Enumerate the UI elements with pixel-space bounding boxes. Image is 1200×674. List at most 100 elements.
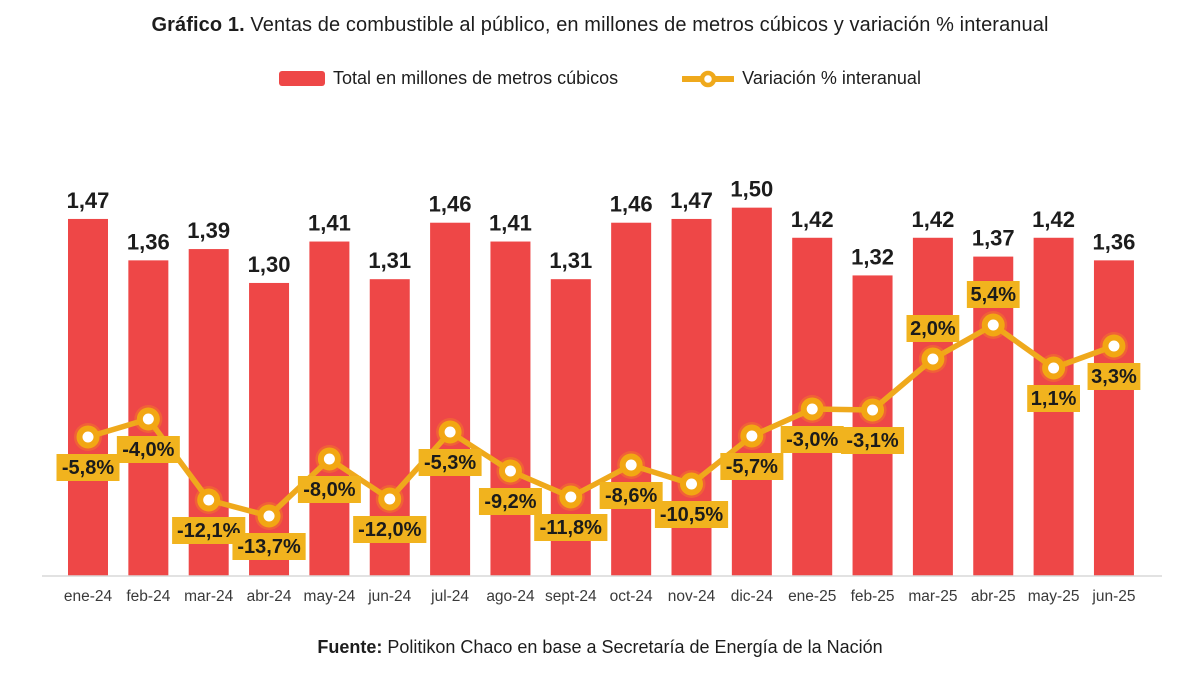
x-axis-label: ene-24 — [64, 588, 113, 605]
x-axis-label: feb-24 — [126, 588, 170, 605]
variation-badge-label: -3,1% — [846, 430, 898, 452]
variation-badge-label: -12,1% — [177, 520, 241, 542]
x-axis-label: jun-24 — [367, 588, 411, 605]
variation-badge-label: 2,0% — [910, 318, 956, 340]
variation-marker — [740, 424, 764, 448]
source-note: Fuente: Politikon Chaco en base a Secret… — [0, 637, 1200, 658]
variation-badge — [418, 449, 482, 476]
variation-badge — [841, 427, 905, 454]
line-series-icon — [682, 70, 735, 87]
x-axis-label: ago-24 — [486, 588, 535, 605]
variation-badge-label: -12,0% — [358, 519, 422, 541]
x-axis-label: ene-25 — [788, 588, 836, 605]
variation-marker — [317, 447, 341, 471]
variation-marker — [981, 313, 1005, 337]
variation-badge-label: -8,0% — [303, 479, 355, 501]
legend-item-line: Variación % interanual — [682, 68, 921, 89]
bar-value-label: 1,39 — [187, 218, 230, 243]
x-axis-label: nov-24 — [668, 588, 716, 605]
bar-value-label: 1,41 — [489, 211, 532, 236]
variation-badge-label: 1,1% — [1031, 388, 1077, 410]
bar — [1093, 260, 1134, 576]
variation-badge-label: -5,3% — [424, 452, 476, 474]
variation-badge — [116, 436, 180, 463]
bar-value-label: 1,36 — [127, 229, 170, 254]
variation-marker — [921, 347, 945, 371]
variation-badge — [478, 488, 542, 515]
x-axis-label: abr-25 — [971, 588, 1016, 605]
bar — [309, 241, 350, 576]
variation-marker — [1042, 356, 1066, 380]
bar-value-label: 1,47 — [67, 188, 110, 213]
variation-marker — [619, 453, 643, 477]
variation-marker — [257, 504, 281, 528]
variation-badge-label: -3,0% — [786, 429, 838, 451]
bar-value-label: 1,41 — [308, 211, 351, 236]
variation-badge — [654, 501, 729, 528]
bar-value-label: 1,31 — [368, 248, 411, 273]
source-label: Fuente: — [317, 637, 383, 657]
bar-value-label: 1,46 — [429, 192, 472, 217]
bar — [68, 218, 108, 576]
variation-badge — [534, 514, 608, 541]
variation-badge — [353, 516, 427, 543]
variation-badge-label: -5,7% — [726, 456, 778, 478]
bar — [973, 256, 1014, 576]
bar-value-label: 1,36 — [1093, 229, 1136, 254]
x-axis-label: feb-25 — [851, 588, 895, 605]
bar — [912, 237, 953, 576]
variation-marker — [1102, 334, 1126, 358]
bar — [490, 241, 531, 576]
variation-badge-label: -11,8% — [540, 517, 602, 539]
x-axis-label: abr-24 — [247, 588, 292, 605]
bar-value-label: 1,37 — [972, 226, 1015, 251]
x-axis-label: jul-24 — [430, 588, 469, 605]
legend: Total en millones de metros cúbicos Vari… — [0, 68, 1200, 89]
x-axis-label: may-24 — [304, 588, 356, 605]
bar-series-swatch — [279, 71, 326, 86]
variation-badge — [780, 426, 844, 453]
legend-item-bars: Total en millones de metros cúbicos — [279, 68, 618, 89]
variation-marker — [800, 397, 824, 421]
bar-value-label: 1,42 — [911, 207, 954, 232]
variation-badge-label: -9,2% — [484, 491, 536, 513]
bar-value-label: 1,42 — [1032, 207, 1075, 232]
bar-series-label: Total en millones de metros cúbicos — [333, 68, 619, 88]
variation-badge — [1027, 385, 1080, 412]
bar-value-label: 1,46 — [610, 192, 653, 217]
variation-marker — [680, 472, 703, 496]
bar — [731, 207, 772, 576]
bar — [249, 282, 290, 576]
variation-badge — [966, 281, 1020, 308]
variation-marker — [197, 488, 221, 512]
variation-badge — [232, 533, 306, 560]
x-axis-label: may-25 — [1028, 588, 1080, 605]
variation-badge — [599, 482, 663, 509]
chart-title-text: Ventas de combustible al público, en mil… — [244, 14, 1049, 36]
variation-badge-label: -8,6% — [605, 485, 657, 507]
x-axis-label: mar-24 — [184, 588, 233, 605]
variation-marker — [861, 398, 885, 422]
variation-marker — [438, 420, 462, 444]
bar — [852, 275, 893, 576]
variation-marker — [76, 425, 100, 449]
variation-badge-label: 3,3% — [1091, 366, 1137, 388]
line-series-label: Variación % interanual — [742, 68, 921, 88]
variation-badge — [1087, 363, 1141, 390]
variation-badge — [906, 315, 960, 342]
bar — [611, 222, 652, 576]
bar-value-label: 1,47 — [670, 188, 713, 213]
bar-value-label: 1,50 — [730, 177, 773, 202]
variation-badge — [297, 476, 361, 503]
x-axis-label: sept-24 — [545, 588, 597, 605]
x-axis-label: oct-24 — [610, 588, 653, 605]
source-text: Politikon Chaco en base a Secretaría de … — [382, 637, 883, 657]
variation-marker — [559, 485, 583, 509]
variation-marker — [378, 487, 402, 511]
bar-value-label: 1,31 — [549, 248, 592, 273]
chart-title: Gráfico 1. Ventas de combustible al públ… — [0, 14, 1200, 37]
bar-value-label: 1,42 — [791, 207, 834, 232]
variation-marker — [498, 459, 522, 483]
